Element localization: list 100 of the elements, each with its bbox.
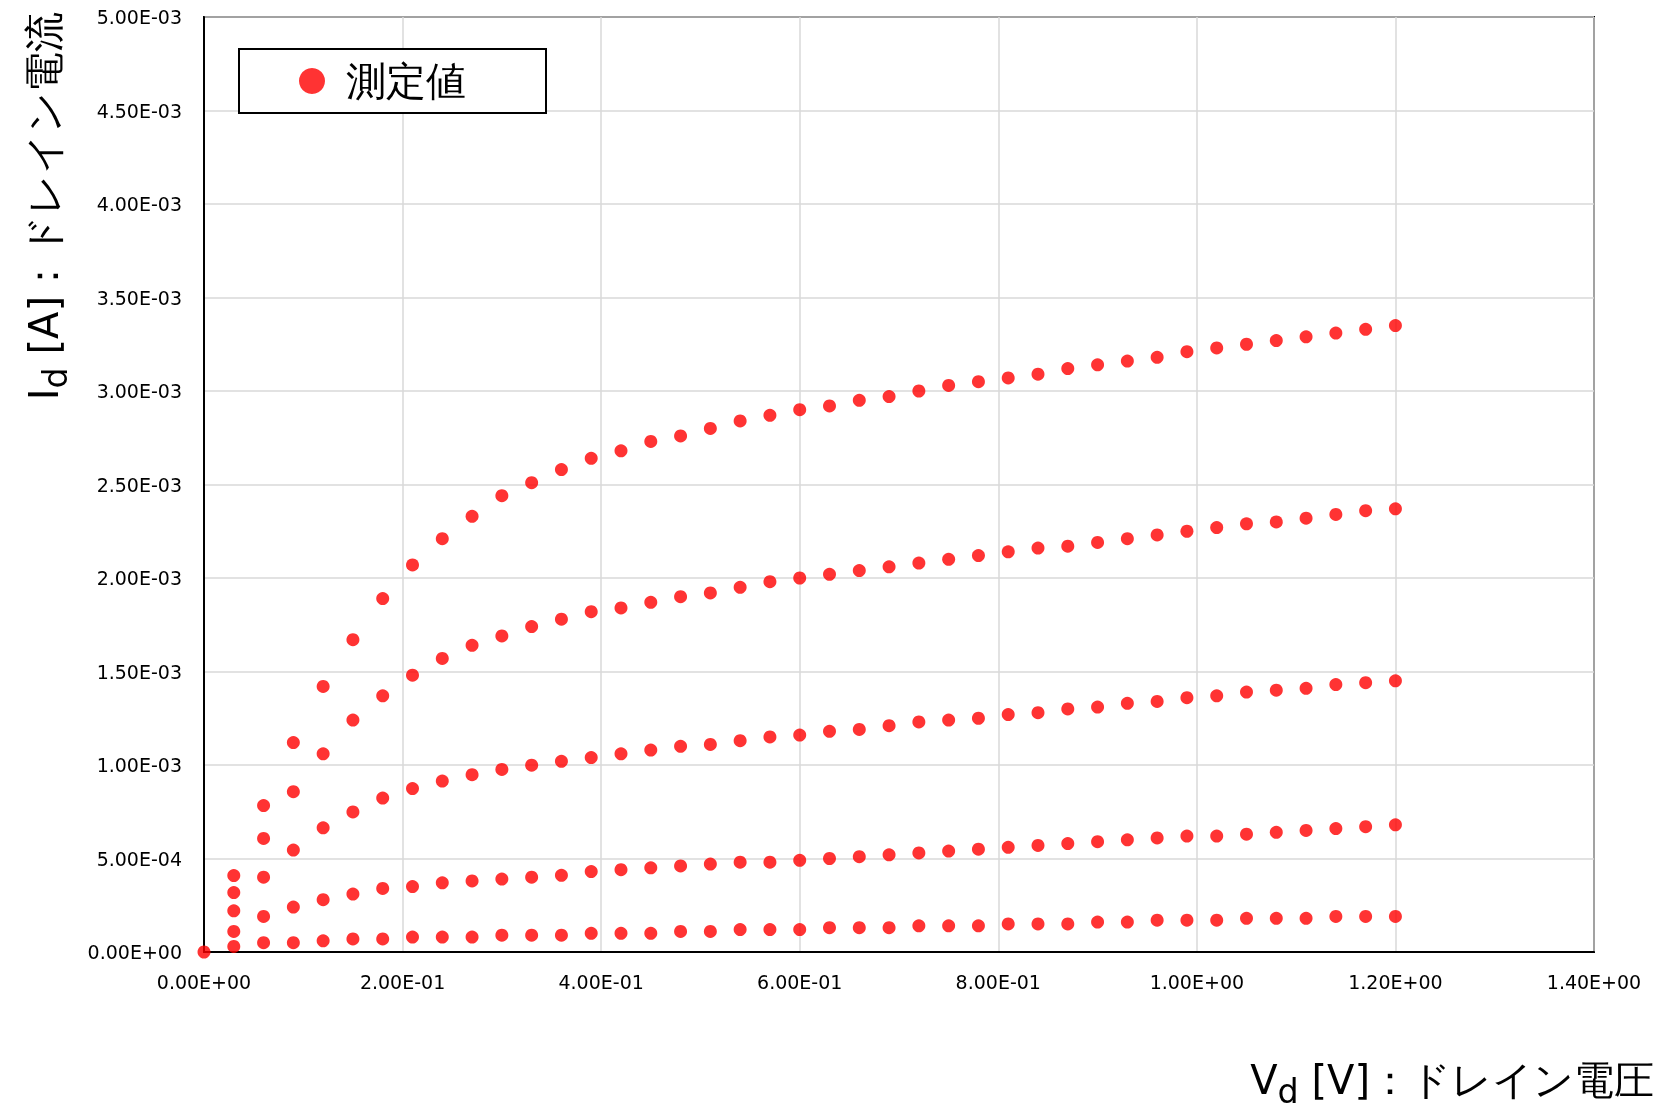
point <box>346 887 360 901</box>
point <box>465 930 479 944</box>
point <box>763 730 777 744</box>
point <box>525 928 539 942</box>
point <box>435 532 449 546</box>
point <box>406 880 419 894</box>
point <box>376 932 390 946</box>
x-tick-label: 6.00E-01 <box>757 970 843 993</box>
point <box>644 743 658 757</box>
point <box>376 791 390 805</box>
point <box>1180 913 1194 927</box>
point <box>316 893 330 907</box>
point <box>1031 838 1045 852</box>
point <box>495 489 509 503</box>
x-tick-label: 1.20E+00 <box>1348 970 1443 993</box>
point <box>1061 917 1075 931</box>
point <box>763 408 777 422</box>
point <box>316 821 330 835</box>
point <box>823 724 836 738</box>
point <box>346 713 360 727</box>
point <box>406 668 419 682</box>
point <box>703 924 717 938</box>
point <box>346 633 360 647</box>
point <box>942 378 956 392</box>
point <box>257 799 271 813</box>
point <box>1240 517 1253 531</box>
point <box>614 863 628 877</box>
x-axis-title: V$_{d}$ [V]：ドレイン電圧 <box>1250 1057 1654 1111</box>
point <box>1299 911 1313 925</box>
point <box>971 711 985 725</box>
point <box>733 734 747 748</box>
point <box>1210 341 1224 355</box>
point <box>1299 511 1313 525</box>
x-tick-label: 1.40E+00 <box>1546 970 1642 993</box>
y-tick-label: 5.00E-04 <box>96 847 182 870</box>
point <box>1120 532 1134 546</box>
point <box>733 855 747 869</box>
point <box>733 923 747 937</box>
point <box>1240 337 1253 351</box>
point <box>1120 696 1134 710</box>
point <box>495 872 509 886</box>
point <box>614 601 628 615</box>
point <box>1240 685 1253 699</box>
point <box>1091 535 1105 549</box>
point <box>316 679 330 693</box>
point <box>971 375 985 389</box>
point <box>1061 539 1075 553</box>
point <box>227 869 241 883</box>
point <box>435 774 449 788</box>
point <box>703 737 717 751</box>
point <box>1269 515 1283 529</box>
point <box>1329 909 1343 923</box>
point <box>703 586 717 600</box>
point <box>674 924 688 938</box>
point <box>1299 330 1313 344</box>
x-tick-label: 4.00E-01 <box>558 970 644 993</box>
point <box>376 881 390 895</box>
point <box>554 754 568 768</box>
point <box>793 403 807 417</box>
point <box>1269 683 1283 697</box>
point <box>525 620 539 634</box>
point <box>1001 917 1015 931</box>
point <box>1091 358 1105 372</box>
y-tick-label: 3.00E-03 <box>96 380 182 402</box>
point <box>674 859 688 873</box>
point <box>912 384 926 398</box>
point <box>793 853 807 867</box>
point <box>584 865 598 879</box>
point <box>1180 829 1194 843</box>
legend-label: 測定値 <box>346 58 466 104</box>
point <box>1388 909 1402 923</box>
point <box>346 932 360 946</box>
point <box>852 564 866 578</box>
point <box>823 852 836 865</box>
point <box>1299 681 1313 695</box>
point <box>286 736 300 750</box>
point <box>286 785 300 799</box>
point <box>1359 504 1373 518</box>
point <box>823 567 836 581</box>
point <box>793 923 807 937</box>
point <box>971 549 985 563</box>
point <box>1061 837 1075 851</box>
y-tick-label: 1.00E-03 <box>96 754 182 776</box>
point <box>644 926 658 940</box>
point <box>1388 502 1402 516</box>
point <box>1180 524 1194 538</box>
point <box>1001 708 1015 722</box>
point <box>465 768 479 782</box>
point <box>912 556 926 570</box>
point <box>584 451 598 465</box>
point <box>644 434 658 448</box>
point <box>1240 911 1253 925</box>
point <box>495 762 509 776</box>
point <box>465 509 479 523</box>
point <box>1031 706 1045 720</box>
point <box>1210 829 1224 843</box>
point <box>1120 354 1134 368</box>
point <box>882 848 896 862</box>
point <box>823 921 836 935</box>
point <box>1180 691 1194 705</box>
